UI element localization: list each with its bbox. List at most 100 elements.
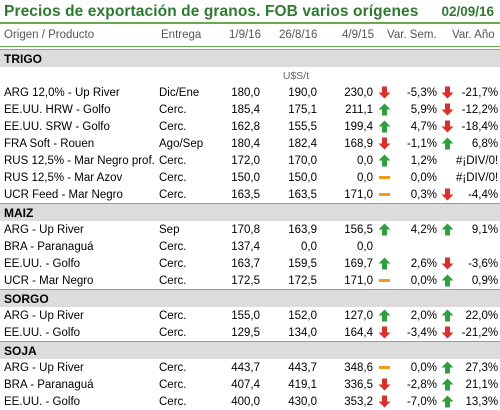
units-label: U$S/t [217,67,375,84]
var-week-cell: 0,0% [393,272,439,290]
col-var-week-header: Var. Sem. [387,29,437,41]
price-date2-cell: 170,0 [262,152,319,169]
year-trend-cell [439,255,456,272]
arrow-up-icon [441,309,454,322]
price-date3-cell: 169,7 [319,255,375,272]
var-week-cell: 5,9% [393,101,439,118]
price-date1-cell: 150,0 [217,169,262,186]
price-date1-cell: 180,0 [217,84,262,101]
var-year-cell: 9,1% [456,221,500,238]
delivery-cell: Cerc. [157,118,217,135]
week-trend-cell [375,186,393,204]
col-date2-header: 26/8/16 [279,29,317,41]
price-date2-cell: 134,0 [262,324,319,342]
arrow-down-icon [378,86,391,99]
arrow-down-icon [378,326,391,339]
delivery-cell: Cerc. [157,307,217,324]
var-week-cell: 4,2% [393,221,439,238]
year-trend-cell [439,186,456,204]
var-year-cell: -21,7% [456,84,500,101]
week-trend-cell [375,393,393,410]
var-week-cell: -1,1% [393,135,439,152]
flat-dash-icon [379,193,390,196]
year-trend-cell [439,376,456,393]
price-date1-cell: 162,8 [217,118,262,135]
delivery-cell: Cerc. [157,238,217,255]
week-trend-cell [375,272,393,290]
origin-cell: FRA Soft - Rouen [0,135,157,152]
var-week-cell: -7,0% [393,393,439,410]
arrow-down-icon [441,103,454,116]
title-divider [0,22,500,24]
week-trend-cell [375,221,393,238]
price-date3-cell: 336,5 [319,376,375,393]
price-date1-cell: 129,5 [217,324,262,342]
col-origin-header: Origen / Producto [4,29,94,41]
section-title: SORGO [0,290,500,308]
var-week-cell: 0,3% [393,186,439,204]
section-title: TRIGO [0,50,500,68]
col-delivery-header: Entrega [161,29,201,41]
var-week-cell: 2,0% [393,307,439,324]
var-year-cell: 6,8% [456,135,500,152]
price-date3-cell: 0,0 [319,169,375,186]
page-title: Precios de exportación de granos. FOB va… [4,3,418,21]
arrow-up-icon [441,137,454,150]
price-date1-cell: 407,4 [217,376,262,393]
week-trend-cell [375,255,393,272]
var-year-cell: 13,3% [456,393,500,410]
col-date1-header: 1/9/16 [229,29,261,41]
price-date1-cell: 180,4 [217,135,262,152]
var-year-cell: -18,4% [456,118,500,135]
price-date1-cell: 400,0 [217,393,262,410]
origin-cell: RUS 12,5% - Mar Negro prof. [0,152,157,169]
delivery-cell: Cerc. [157,152,217,169]
origin-cell: EE.UU. - Golfo [0,324,157,342]
week-trend-cell [375,238,393,255]
var-week-cell: 0,0% [393,359,439,376]
price-date2-cell: 152,0 [262,307,319,324]
arrow-up-icon [441,223,454,236]
origin-cell: UCR - Mar Negro [0,272,157,290]
arrow-up-icon [378,120,391,133]
var-year-cell: -21,2% [456,324,500,342]
year-trend-cell [439,324,456,342]
price-date3-cell: 211,1 [319,101,375,118]
var-year-cell: 21,1% [456,376,500,393]
var-week-cell: 1,2% [393,152,439,169]
var-year-cell: 22,0% [456,307,500,324]
flat-dash-icon [379,366,390,369]
flat-dash-icon [379,176,390,179]
section-header-row: SORGO [0,290,500,308]
price-date3-cell: 171,0 [319,272,375,290]
arrow-down-icon [441,120,454,133]
year-trend-cell [439,169,456,186]
col-var-year-header: Var. Año [452,29,495,41]
header-divider [0,46,500,47]
year-trend-cell [439,135,456,152]
price-date2-cell: 159,5 [262,255,319,272]
origin-cell: RUS 12,5% - Mar Azov [0,169,157,186]
origin-cell: ARG 12,0% - Up River [0,84,157,101]
section-header-row: MAIZ [0,204,500,222]
flat-dash-icon [379,279,390,282]
price-date2-cell: 175,1 [262,101,319,118]
arrow-up-icon [378,103,391,116]
price-date1-cell: 170,8 [217,221,262,238]
delivery-cell: Ago/Sep [157,135,217,152]
col-date3-header: 4/9/15 [342,29,374,41]
price-date3-cell: 156,5 [319,221,375,238]
delivery-cell: Sep [157,221,217,238]
price-date2-cell: 150,0 [262,169,319,186]
units-spacer [0,67,157,84]
